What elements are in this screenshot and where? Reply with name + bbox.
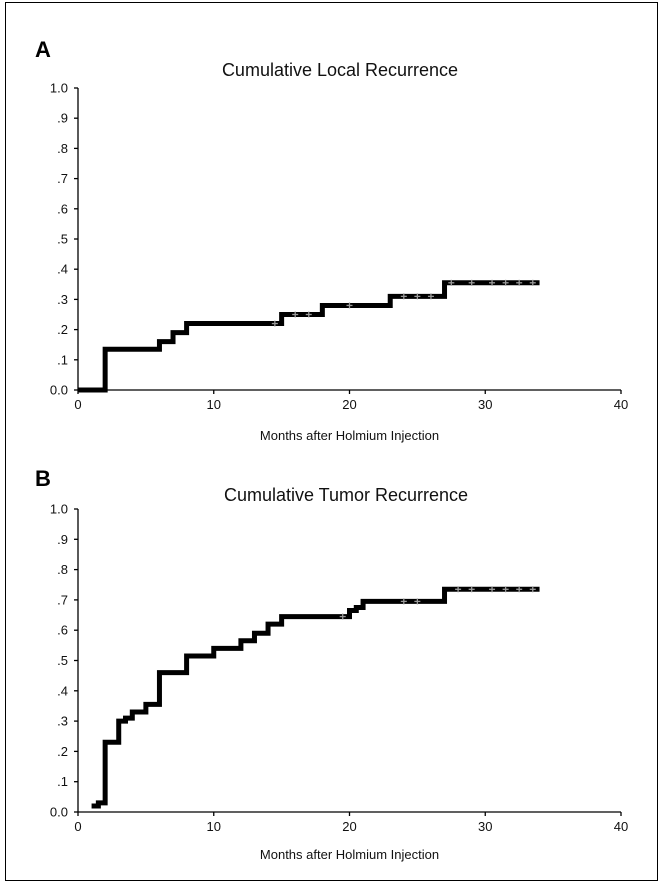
y-tick-label: .3 bbox=[57, 292, 68, 307]
y-tick-label: .8 bbox=[57, 562, 68, 577]
censor-mark bbox=[305, 311, 312, 318]
y-tick-label: .9 bbox=[57, 111, 68, 126]
x-tick-label: 40 bbox=[614, 397, 628, 412]
censor-mark bbox=[448, 279, 455, 286]
censor-mark bbox=[414, 598, 421, 605]
y-tick-label: 0.0 bbox=[50, 383, 68, 398]
figure-frame bbox=[5, 2, 658, 881]
x-tick-label: 20 bbox=[342, 397, 356, 412]
panel-letter: B bbox=[35, 466, 51, 491]
censor-mark bbox=[271, 320, 278, 327]
censor-mark bbox=[400, 293, 407, 300]
censor-mark bbox=[455, 586, 462, 593]
y-tick-label: 1.0 bbox=[50, 81, 68, 96]
x-tick-label: 0 bbox=[74, 397, 81, 412]
x-tick-label: 0 bbox=[74, 819, 81, 834]
series-step-line bbox=[91, 586, 540, 809]
x-tick-label: 10 bbox=[207, 819, 221, 834]
x-axis-label: Months after Holmium Injection bbox=[260, 847, 439, 862]
panel-letter: A bbox=[35, 37, 51, 62]
censor-mark bbox=[292, 311, 299, 318]
censor-mark bbox=[339, 613, 346, 620]
x-tick-label: 20 bbox=[342, 819, 356, 834]
series-step-line bbox=[78, 280, 540, 393]
y-tick-label: .1 bbox=[57, 774, 68, 789]
x-tick-label: 10 bbox=[207, 397, 221, 412]
censor-mark bbox=[427, 293, 434, 300]
y-tick-label: .4 bbox=[57, 262, 68, 277]
y-tick-label: .1 bbox=[57, 352, 68, 367]
censor-mark bbox=[516, 586, 523, 593]
chart-title: Cumulative Tumor Recurrence bbox=[224, 485, 468, 505]
x-tick-label: 40 bbox=[614, 819, 628, 834]
y-tick-label: 1.0 bbox=[50, 502, 68, 517]
censor-mark bbox=[516, 279, 523, 286]
y-tick-label: 0.0 bbox=[50, 805, 68, 820]
x-tick-label: 30 bbox=[478, 819, 492, 834]
censor-mark bbox=[502, 279, 509, 286]
censor-mark bbox=[468, 279, 475, 286]
y-tick-label: .9 bbox=[57, 532, 68, 547]
censor-mark bbox=[489, 279, 496, 286]
censor-mark bbox=[400, 598, 407, 605]
y-tick-label: .7 bbox=[57, 171, 68, 186]
x-axis-label: Months after Holmium Injection bbox=[260, 428, 439, 443]
chart-title: Cumulative Local Recurrence bbox=[222, 60, 458, 80]
y-tick-label: .7 bbox=[57, 592, 68, 607]
y-tick-label: .2 bbox=[57, 744, 68, 759]
censor-mark bbox=[346, 302, 353, 309]
y-tick-label: .2 bbox=[57, 322, 68, 337]
censor-mark bbox=[468, 586, 475, 593]
x-tick-label: 30 bbox=[478, 397, 492, 412]
censor-mark bbox=[414, 293, 421, 300]
y-tick-label: .6 bbox=[57, 623, 68, 638]
y-tick-label: .8 bbox=[57, 141, 68, 156]
y-tick-label: .5 bbox=[57, 232, 68, 247]
y-tick-label: .6 bbox=[57, 201, 68, 216]
y-tick-label: .5 bbox=[57, 653, 68, 668]
y-tick-label: .4 bbox=[57, 683, 68, 698]
censor-mark bbox=[489, 586, 496, 593]
censor-mark bbox=[529, 279, 536, 286]
censor-mark bbox=[502, 586, 509, 593]
censor-mark bbox=[529, 586, 536, 593]
y-tick-label: .3 bbox=[57, 714, 68, 729]
